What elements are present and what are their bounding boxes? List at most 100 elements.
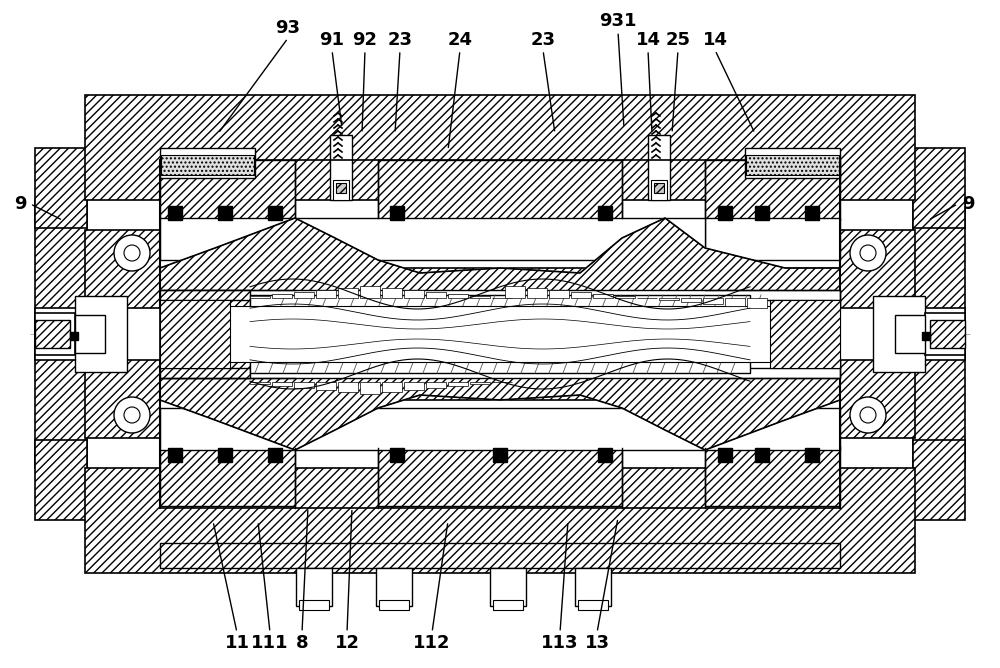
- Bar: [250, 295, 750, 373]
- Bar: [725, 298, 745, 306]
- Circle shape: [124, 245, 140, 261]
- Bar: [490, 568, 526, 606]
- Bar: [35, 200, 87, 468]
- Text: 23: 23: [530, 31, 556, 49]
- Bar: [659, 298, 679, 300]
- Text: 111: 111: [251, 634, 289, 651]
- Bar: [85, 95, 915, 200]
- Bar: [470, 382, 490, 384]
- Bar: [70, 332, 78, 340]
- Bar: [922, 332, 930, 340]
- Bar: [651, 180, 667, 200]
- Bar: [218, 448, 232, 462]
- Bar: [745, 148, 840, 178]
- Bar: [648, 135, 670, 200]
- Bar: [930, 320, 965, 348]
- Bar: [85, 468, 915, 573]
- Bar: [681, 298, 701, 302]
- Bar: [338, 288, 358, 298]
- Bar: [316, 382, 336, 390]
- Bar: [404, 382, 424, 390]
- Bar: [873, 296, 925, 372]
- Text: 931: 931: [599, 13, 637, 30]
- Bar: [426, 382, 446, 388]
- Text: 9: 9: [962, 195, 974, 212]
- Text: 8: 8: [296, 634, 308, 651]
- Bar: [382, 382, 402, 392]
- Bar: [426, 292, 446, 298]
- Text: 23: 23: [388, 31, 413, 49]
- Circle shape: [850, 235, 886, 271]
- Bar: [294, 292, 314, 298]
- Bar: [272, 294, 292, 298]
- Bar: [895, 315, 925, 353]
- Bar: [376, 568, 412, 606]
- Circle shape: [850, 397, 886, 433]
- Bar: [160, 446, 295, 506]
- Bar: [160, 408, 295, 450]
- Bar: [35, 148, 87, 228]
- Circle shape: [860, 407, 876, 423]
- Bar: [295, 218, 705, 260]
- Bar: [272, 382, 292, 386]
- Bar: [85, 230, 160, 438]
- Bar: [493, 448, 507, 462]
- Bar: [390, 206, 404, 220]
- Bar: [35, 320, 70, 348]
- Bar: [913, 148, 965, 228]
- Bar: [336, 183, 346, 193]
- Circle shape: [124, 407, 140, 423]
- Bar: [160, 290, 840, 378]
- Circle shape: [860, 245, 876, 261]
- Bar: [913, 440, 965, 520]
- Text: 112: 112: [413, 634, 451, 651]
- Bar: [250, 382, 270, 384]
- Bar: [840, 308, 965, 360]
- Bar: [378, 446, 622, 506]
- Bar: [168, 448, 182, 462]
- Bar: [575, 568, 611, 606]
- Bar: [505, 286, 525, 298]
- Bar: [295, 408, 705, 450]
- Bar: [448, 382, 468, 386]
- Bar: [805, 206, 819, 220]
- Bar: [718, 448, 732, 462]
- Bar: [654, 183, 664, 193]
- Bar: [268, 448, 282, 462]
- Bar: [755, 448, 769, 462]
- Bar: [160, 268, 840, 400]
- Bar: [160, 160, 295, 220]
- Bar: [250, 296, 270, 298]
- Bar: [571, 292, 591, 298]
- Bar: [296, 568, 332, 606]
- Text: 91: 91: [320, 31, 344, 49]
- Bar: [549, 290, 569, 298]
- Bar: [218, 206, 232, 220]
- Text: 92: 92: [352, 31, 378, 49]
- Bar: [360, 382, 380, 394]
- Bar: [378, 160, 622, 220]
- Circle shape: [114, 235, 150, 271]
- Bar: [703, 298, 723, 304]
- Bar: [382, 288, 402, 298]
- Bar: [578, 600, 608, 610]
- Bar: [598, 206, 612, 220]
- Text: 9: 9: [14, 195, 26, 212]
- Bar: [705, 160, 840, 220]
- Bar: [470, 296, 490, 298]
- Bar: [35, 308, 160, 360]
- Bar: [755, 206, 769, 220]
- Bar: [593, 294, 613, 298]
- Bar: [330, 135, 352, 200]
- Bar: [705, 218, 840, 260]
- Text: 12: 12: [334, 634, 360, 651]
- Bar: [160, 218, 295, 260]
- Bar: [390, 448, 404, 462]
- Bar: [705, 446, 840, 506]
- Bar: [598, 448, 612, 462]
- Bar: [805, 448, 819, 462]
- Bar: [718, 206, 732, 220]
- Bar: [168, 206, 182, 220]
- Bar: [379, 600, 409, 610]
- Bar: [770, 300, 840, 368]
